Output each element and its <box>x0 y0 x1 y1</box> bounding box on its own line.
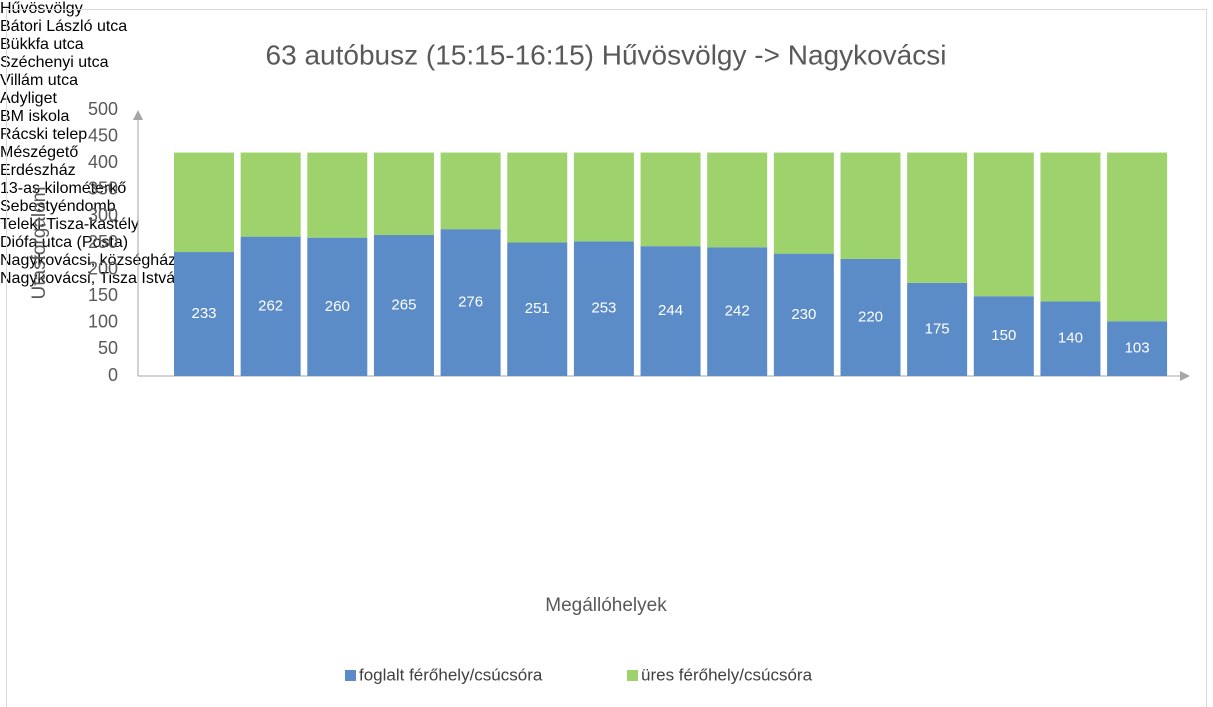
bar-segment <box>1040 152 1101 302</box>
y-tick-label: 100 <box>88 312 118 332</box>
x-tick-label: Adyliget <box>0 90 57 107</box>
data-label: 244 <box>658 302 683 319</box>
y-tick-label: 450 <box>88 125 118 145</box>
y-tick-label: 50 <box>98 338 118 358</box>
bar-segment <box>507 242 568 376</box>
chart-border <box>6 9 1207 707</box>
bar-segment <box>440 152 501 230</box>
data-label: 220 <box>858 308 883 325</box>
legend-swatch <box>627 670 638 681</box>
data-label: 276 <box>458 294 483 311</box>
data-label: 230 <box>791 306 816 323</box>
data-label: 175 <box>925 320 950 337</box>
bar-segment <box>1107 152 1168 322</box>
x-tick-label: Hűvösvölgy <box>0 0 83 17</box>
bar-segment <box>840 258 901 376</box>
data-label: 103 <box>1125 340 1150 357</box>
y-tick-label: 500 <box>88 99 118 119</box>
bar-segment <box>373 152 434 236</box>
x-tick-label: Nagykovácsi, Tisza István tér <box>0 270 208 287</box>
x-tick-label: Teleki-Tisza-kastély <box>0 216 139 233</box>
bar-segment <box>174 252 234 376</box>
legend-label: üres férőhely/csúcsóra <box>641 665 813 684</box>
data-label: 262 <box>258 297 283 314</box>
y-tick-label: 300 <box>88 205 118 225</box>
legend-label: foglalt férőhely/csúcsóra <box>359 665 543 684</box>
bar-segment <box>1040 301 1101 376</box>
x-axis-arrow <box>1180 371 1190 381</box>
bar-segment <box>840 152 901 259</box>
y-tick-label: 0 <box>108 365 118 385</box>
x-axis-title: Megállóhelyek <box>545 595 667 616</box>
x-tick-label: Bátori László utca <box>0 18 128 35</box>
bar-segment <box>373 235 434 376</box>
x-tick-label: Diófa utca (Posta) <box>0 234 129 251</box>
bar-segment <box>973 152 1034 297</box>
bar-segment <box>307 152 368 238</box>
bar-segment <box>707 247 768 376</box>
bar-segment <box>707 152 768 248</box>
bar-segment <box>240 236 301 376</box>
y-axis-arrow <box>133 110 143 120</box>
bar-segment <box>573 152 634 242</box>
bar-segment <box>640 246 701 376</box>
bar-segment <box>440 229 501 376</box>
y-tick-label: 350 <box>88 179 118 199</box>
bar-segment <box>573 241 634 376</box>
chart-title: 63 autóbusz (15:15-16:15) Hűvösvölgy -> … <box>266 39 947 70</box>
y-tick-label: 250 <box>88 232 118 252</box>
x-tick-label: Széchenyi utca <box>0 54 109 71</box>
data-label: 265 <box>391 296 416 313</box>
x-tick-label: Erdészház <box>0 162 76 179</box>
bar-segment <box>907 152 968 283</box>
x-tick-label: Rácski telep <box>0 126 88 143</box>
bar-segment <box>773 253 834 376</box>
x-tick-label: BM iskola <box>0 108 70 125</box>
bar-segment <box>973 296 1034 376</box>
x-tick-label: Bükkfa utca <box>0 36 84 53</box>
bar-segment <box>507 152 568 243</box>
data-label: 251 <box>525 300 550 317</box>
data-label: 260 <box>325 298 350 315</box>
legend-swatch <box>345 670 356 681</box>
data-label: 140 <box>1058 330 1083 347</box>
data-label: 242 <box>725 303 750 320</box>
bar-segment <box>1107 321 1168 376</box>
y-axis-title: Utasforgalom <box>29 187 50 300</box>
x-tick-label: 13-as kilométerkő <box>0 180 127 197</box>
x-tick-label: Mészégető <box>0 144 79 161</box>
bar-segment <box>240 152 301 237</box>
data-label: 233 <box>191 305 216 322</box>
y-tick-label: 400 <box>88 152 118 172</box>
bar-segment <box>174 152 234 253</box>
data-label: 253 <box>591 300 616 317</box>
x-tick-label: Sebestyéndomb <box>0 198 116 215</box>
data-label: 150 <box>991 327 1016 344</box>
bar-segment <box>907 282 968 376</box>
x-tick-label: Nagykovácsi, községháza <box>0 252 185 269</box>
y-tick-label: 200 <box>88 258 118 278</box>
bar-segment <box>773 152 834 254</box>
bar-segment <box>640 152 701 247</box>
bar-segment <box>307 237 368 376</box>
x-tick-label: Villám utca <box>0 72 78 89</box>
y-tick-label: 150 <box>88 285 118 305</box>
